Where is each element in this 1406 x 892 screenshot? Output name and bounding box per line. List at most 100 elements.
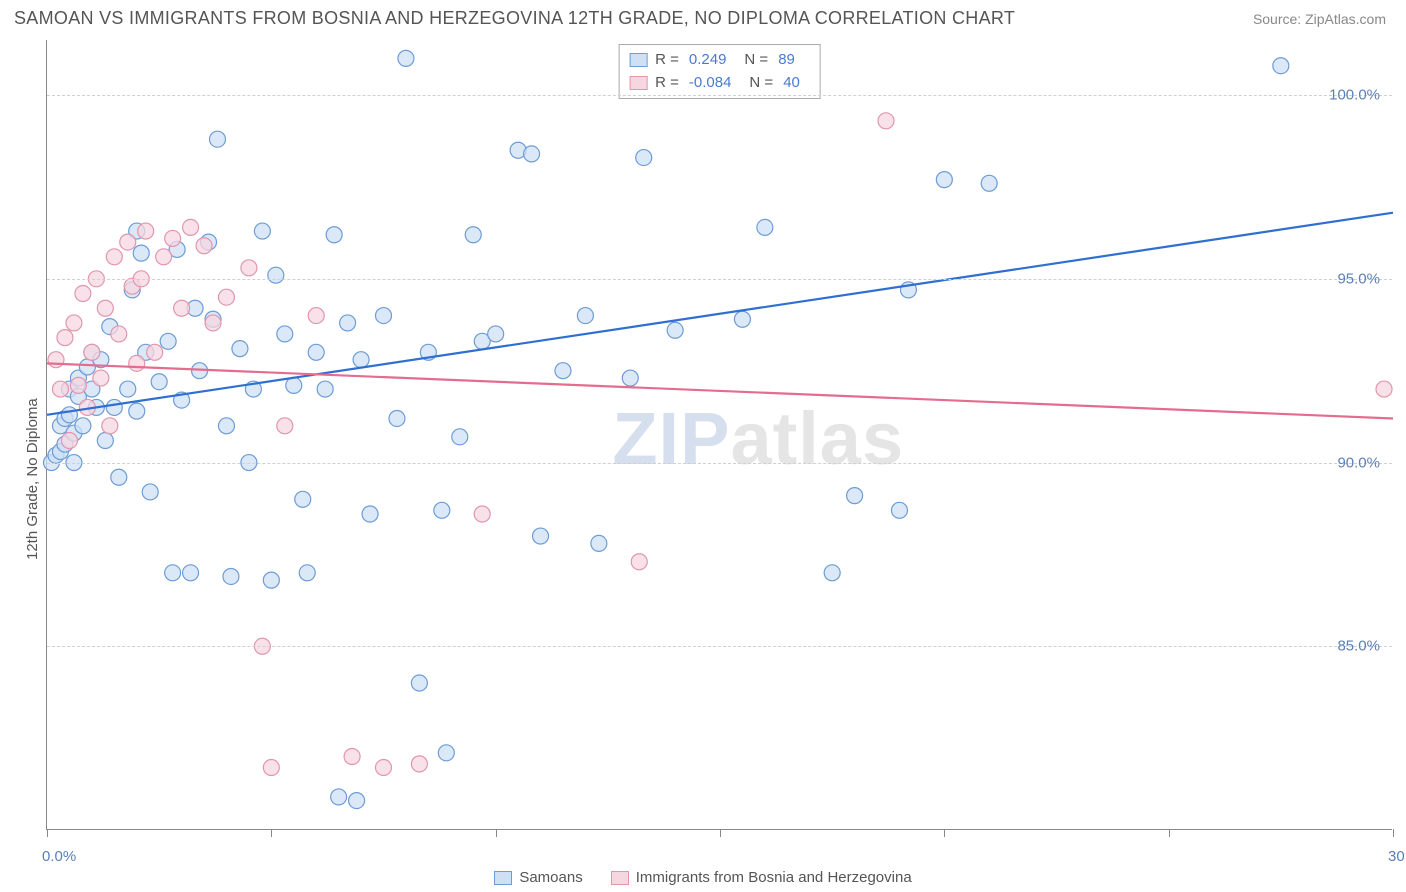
data-point bbox=[183, 565, 199, 581]
data-point bbox=[61, 433, 77, 449]
r-label: R = bbox=[655, 49, 679, 72]
x-tick bbox=[1169, 829, 1170, 837]
gridline bbox=[47, 279, 1392, 280]
data-point bbox=[232, 341, 248, 357]
legend-item-bosnia: Immigrants from Bosnia and Herzegovina bbox=[611, 869, 912, 886]
data-point bbox=[299, 565, 315, 581]
data-point bbox=[1376, 381, 1392, 397]
data-point bbox=[878, 113, 894, 129]
data-point bbox=[97, 433, 113, 449]
legend-label: Immigrants from Bosnia and Herzegovina bbox=[636, 869, 912, 886]
data-point bbox=[129, 403, 145, 419]
data-point bbox=[277, 418, 293, 434]
data-point bbox=[577, 308, 593, 324]
data-point bbox=[97, 300, 113, 316]
data-point bbox=[156, 249, 172, 265]
n-value-2: 40 bbox=[783, 72, 800, 95]
data-point bbox=[133, 245, 149, 261]
data-point bbox=[106, 399, 122, 415]
data-point bbox=[308, 308, 324, 324]
data-point bbox=[111, 326, 127, 342]
data-point bbox=[70, 377, 86, 393]
data-point bbox=[268, 267, 284, 283]
legend-bottom: Samoans Immigrants from Bosnia and Herze… bbox=[0, 869, 1406, 886]
data-point bbox=[138, 223, 154, 239]
data-point bbox=[331, 789, 347, 805]
data-point bbox=[106, 249, 122, 265]
x-tick bbox=[720, 829, 721, 837]
data-point bbox=[891, 502, 907, 518]
data-point bbox=[174, 300, 190, 316]
data-point bbox=[936, 172, 952, 188]
legend-item-samoans: Samoans bbox=[494, 869, 582, 886]
data-point bbox=[308, 344, 324, 360]
data-point bbox=[183, 219, 199, 235]
swatch-bosnia bbox=[629, 76, 647, 90]
data-point bbox=[636, 150, 652, 166]
data-point bbox=[376, 760, 392, 776]
data-point bbox=[48, 352, 64, 368]
swatch-bosnia bbox=[611, 871, 629, 885]
data-point bbox=[263, 760, 279, 776]
data-point bbox=[631, 554, 647, 570]
x-tick bbox=[944, 829, 945, 837]
source-attribution: Source: ZipAtlas.com bbox=[1253, 11, 1386, 27]
x-tick bbox=[1393, 829, 1394, 837]
data-point bbox=[151, 374, 167, 390]
data-point bbox=[66, 315, 82, 331]
data-point bbox=[524, 146, 540, 162]
data-point bbox=[75, 286, 91, 302]
data-point bbox=[474, 506, 490, 522]
data-point bbox=[61, 407, 77, 423]
data-point bbox=[981, 175, 997, 191]
data-point bbox=[196, 238, 212, 254]
data-point bbox=[622, 370, 638, 386]
data-point bbox=[340, 315, 356, 331]
gridline bbox=[47, 95, 1392, 96]
r-value-1: 0.249 bbox=[689, 49, 727, 72]
x-tick bbox=[271, 829, 272, 837]
data-point bbox=[847, 488, 863, 504]
swatch-samoans bbox=[629, 53, 647, 67]
data-point bbox=[93, 370, 109, 386]
data-point bbox=[75, 418, 91, 434]
x-tick-label: 30.0% bbox=[1388, 848, 1406, 865]
data-point bbox=[591, 535, 607, 551]
data-point bbox=[465, 227, 481, 243]
x-tick bbox=[47, 829, 48, 837]
data-point bbox=[160, 333, 176, 349]
r-value-2: -0.084 bbox=[689, 72, 732, 95]
data-point bbox=[362, 506, 378, 522]
legend-stats-row-2: R = -0.084 N = 40 bbox=[629, 72, 810, 95]
data-point bbox=[129, 355, 145, 371]
data-point bbox=[209, 131, 225, 147]
gridline bbox=[47, 463, 1392, 464]
data-point bbox=[376, 308, 392, 324]
data-point bbox=[120, 381, 136, 397]
data-point bbox=[824, 565, 840, 581]
chart-plot-area: ZIPatlas R = 0.249 N = 89 R = -0.084 N =… bbox=[46, 40, 1392, 830]
trend-line bbox=[47, 213, 1393, 415]
data-point bbox=[389, 410, 405, 426]
y-tick-label: 100.0% bbox=[1329, 87, 1380, 104]
data-point bbox=[1273, 58, 1289, 74]
data-point bbox=[411, 675, 427, 691]
data-point bbox=[344, 749, 360, 765]
data-point bbox=[411, 756, 427, 772]
data-point bbox=[317, 381, 333, 397]
data-point bbox=[667, 322, 683, 338]
data-point bbox=[488, 326, 504, 342]
data-point bbox=[223, 568, 239, 584]
n-value-1: 89 bbox=[778, 49, 795, 72]
scatter-svg bbox=[47, 40, 1392, 829]
data-point bbox=[165, 230, 181, 246]
data-point bbox=[120, 234, 136, 250]
data-point bbox=[147, 344, 163, 360]
data-point bbox=[57, 330, 73, 346]
data-point bbox=[326, 227, 342, 243]
data-point bbox=[286, 377, 302, 393]
y-axis-label: 12th Grade, No Diploma bbox=[24, 398, 41, 560]
data-point bbox=[398, 50, 414, 66]
data-point bbox=[218, 418, 234, 434]
swatch-samoans bbox=[494, 871, 512, 885]
